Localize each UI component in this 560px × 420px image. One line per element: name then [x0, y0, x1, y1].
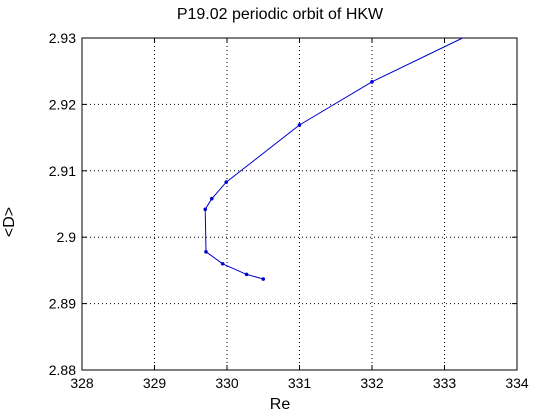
x-tick-label: 334: [505, 375, 529, 391]
x-tick-label: 330: [215, 375, 239, 391]
data-point: [370, 80, 374, 84]
data-point: [297, 123, 302, 127]
data-point: [204, 250, 208, 254]
data-point: [220, 261, 225, 266]
chart-title: P19.02 periodic orbit of HKW: [176, 6, 384, 23]
data-point: [209, 196, 214, 201]
data-point: [203, 207, 208, 212]
data-point: [261, 277, 266, 281]
x-tick-label: 329: [143, 375, 167, 391]
y-tick-label: 2.93: [49, 30, 76, 46]
axes-box: [81, 37, 518, 371]
x-tick-label: 331: [288, 375, 312, 391]
data-point: [244, 272, 249, 277]
y-tick-label: 2.9: [57, 229, 77, 245]
x-tick-label: 328: [70, 375, 94, 391]
x-tick-label: 333: [433, 375, 457, 391]
x-axis-label: Re: [269, 396, 291, 413]
y-axis-label: <D>: [1, 206, 18, 238]
y-tick-label: 2.92: [49, 96, 76, 112]
y-tick-label: 2.88: [49, 362, 76, 378]
data-point: [224, 180, 229, 184]
y-tick-label: 2.89: [49, 296, 76, 312]
x-tick-label: 332: [360, 375, 384, 391]
y-tick-label: 2.91: [49, 163, 76, 179]
series-line: [204, 37, 463, 280]
